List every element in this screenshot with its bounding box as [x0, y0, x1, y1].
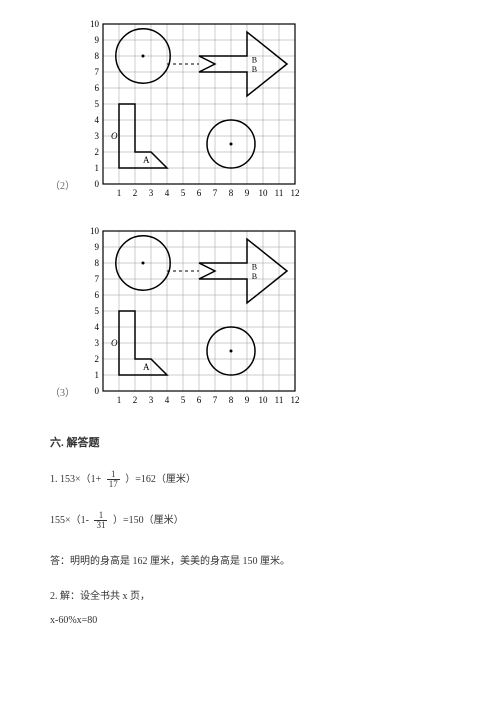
- svg-text:5: 5: [181, 188, 186, 198]
- svg-text:7: 7: [95, 274, 100, 284]
- p1b-prefix: 155×（1-: [50, 515, 89, 526]
- svg-text:10: 10: [259, 395, 269, 405]
- svg-text:11: 11: [275, 395, 284, 405]
- svg-text:2: 2: [95, 147, 100, 157]
- svg-text:9: 9: [245, 188, 250, 198]
- svg-text:9: 9: [245, 395, 250, 405]
- svg-text:12: 12: [291, 188, 300, 198]
- p2-line1: 2. 解：设全书共 x 页，: [50, 589, 450, 605]
- svg-text:9: 9: [95, 242, 100, 252]
- svg-text:1: 1: [95, 370, 100, 380]
- grid-chart: 012345678910123456789101112AOBB: [83, 227, 305, 409]
- grid-chart: 012345678910123456789101112AOBB: [83, 20, 305, 202]
- svg-text:A: A: [143, 155, 150, 165]
- svg-text:6: 6: [197, 395, 202, 405]
- svg-text:3: 3: [95, 338, 100, 348]
- section-title: 六. 解答题: [50, 434, 450, 450]
- p2-line2: x-60%x=80: [50, 613, 450, 629]
- svg-text:3: 3: [149, 188, 154, 198]
- p1-prefix: 1. 153×（1+: [50, 474, 101, 485]
- p1b-suffix: ）=150（厘米）: [113, 515, 184, 526]
- svg-text:12: 12: [291, 395, 300, 405]
- svg-text:0: 0: [95, 179, 100, 189]
- svg-text:3: 3: [95, 131, 100, 141]
- svg-text:B: B: [252, 272, 257, 281]
- grid-figure: （3）012345678910123456789101112AOBB: [50, 227, 450, 409]
- fraction-1-31: 1 31: [94, 511, 107, 530]
- svg-text:B: B: [252, 55, 257, 64]
- svg-text:7: 7: [213, 395, 218, 405]
- svg-text:5: 5: [181, 395, 186, 405]
- svg-text:9: 9: [95, 35, 100, 45]
- svg-text:O: O: [111, 131, 118, 141]
- svg-text:1: 1: [117, 395, 122, 405]
- svg-text:2: 2: [133, 395, 138, 405]
- svg-text:11: 11: [275, 188, 284, 198]
- svg-text:6: 6: [95, 290, 100, 300]
- svg-text:B: B: [252, 65, 257, 74]
- svg-text:5: 5: [95, 306, 100, 316]
- svg-text:2: 2: [133, 188, 138, 198]
- svg-text:O: O: [111, 338, 118, 348]
- svg-text:4: 4: [165, 395, 170, 405]
- figure-label: （2）: [50, 177, 75, 192]
- svg-text:7: 7: [95, 67, 100, 77]
- svg-text:8: 8: [229, 188, 234, 198]
- svg-text:0: 0: [95, 386, 100, 396]
- fraction-1-17: 1 17: [107, 470, 120, 489]
- svg-text:B: B: [252, 262, 257, 271]
- grid-figure: （2）012345678910123456789101112AOBB: [50, 20, 450, 202]
- svg-text:6: 6: [95, 83, 100, 93]
- svg-text:4: 4: [95, 322, 100, 332]
- problem-1: 1. 153×（1+ 1 17 ）=162（厘米）: [50, 470, 450, 489]
- svg-text:10: 10: [90, 227, 100, 236]
- svg-text:4: 4: [95, 115, 100, 125]
- svg-text:5: 5: [95, 99, 100, 109]
- svg-text:4: 4: [165, 188, 170, 198]
- svg-text:8: 8: [95, 258, 100, 268]
- svg-text:1: 1: [117, 188, 122, 198]
- p1-suffix: ）=162（厘米）: [125, 474, 196, 485]
- problem-1b: 155×（1- 1 31 ）=150（厘米）: [50, 511, 450, 530]
- figure-label: （3）: [50, 384, 75, 399]
- svg-text:10: 10: [259, 188, 269, 198]
- svg-text:2: 2: [95, 354, 100, 364]
- svg-text:6: 6: [197, 188, 202, 198]
- svg-text:1: 1: [95, 163, 100, 173]
- answer-1: 答：明明的身高是 162 厘米，美美的身高是 150 厘米。: [50, 552, 450, 567]
- svg-text:7: 7: [213, 188, 218, 198]
- svg-text:8: 8: [229, 395, 234, 405]
- svg-text:8: 8: [95, 51, 100, 61]
- svg-text:10: 10: [90, 20, 100, 29]
- svg-text:3: 3: [149, 395, 154, 405]
- problem-2: 2. 解：设全书共 x 页， x-60%x=80: [50, 589, 450, 629]
- svg-text:A: A: [143, 362, 150, 372]
